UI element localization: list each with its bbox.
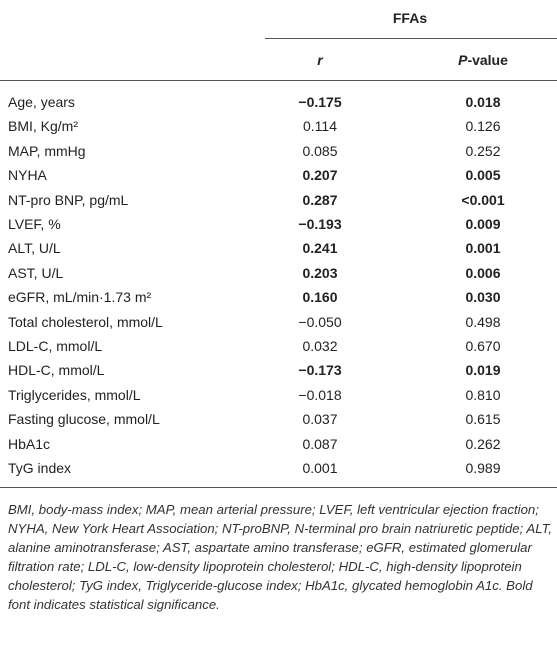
cell: −0.050 bbox=[298, 313, 342, 330]
row-label: TyG index bbox=[8, 460, 72, 476]
row-label: ALT, U/L bbox=[8, 240, 61, 257]
column-header-italic: r bbox=[317, 52, 323, 68]
row-label: Total cholesterol, mmol/L bbox=[8, 313, 163, 330]
cell: 0.241 bbox=[302, 240, 338, 257]
cell: 0.207 bbox=[302, 167, 338, 184]
column-header: P-value bbox=[413, 52, 553, 68]
cell: 0.018 bbox=[465, 94, 501, 110]
column-header-italic: P bbox=[458, 52, 468, 68]
cell: 0.032 bbox=[302, 338, 338, 354]
cell: 0.006 bbox=[465, 264, 501, 281]
cell: 0.001 bbox=[465, 240, 501, 257]
row-label: MAP, mmHg bbox=[8, 142, 86, 159]
cell: 0.615 bbox=[465, 411, 501, 428]
row-label: Fasting glucose, mmol/L bbox=[8, 411, 160, 428]
group-rule bbox=[265, 38, 557, 39]
bottom-rule bbox=[0, 487, 557, 488]
cell: 0.252 bbox=[465, 142, 501, 159]
cell: 0.989 bbox=[465, 460, 501, 476]
cell: 0.287 bbox=[302, 191, 338, 208]
cell: 0.001 bbox=[302, 460, 338, 476]
cell: 0.262 bbox=[465, 435, 501, 452]
footnote: BMI, body-mass index; MAP, mean arterial… bbox=[8, 502, 553, 612]
header-rule bbox=[0, 80, 557, 81]
row-label: BMI, Kg/m² bbox=[8, 118, 79, 135]
cell: 0.498 bbox=[465, 313, 501, 330]
column-header-text: -value bbox=[467, 52, 508, 68]
row-label: AST, U/L bbox=[8, 264, 64, 281]
row-label: NYHA bbox=[8, 167, 47, 184]
row-label: LVEF, % bbox=[8, 216, 61, 232]
cell: 0.670 bbox=[465, 338, 501, 354]
cell: 0.005 bbox=[465, 167, 501, 184]
cell: 0.019 bbox=[465, 362, 501, 379]
row-label: NT-pro BNP, pg/mL bbox=[8, 191, 129, 208]
row-label: Age, years bbox=[8, 94, 75, 110]
cell: 0.085 bbox=[302, 142, 338, 159]
cell: 0.126 bbox=[465, 118, 501, 135]
cell: 0.203 bbox=[302, 264, 338, 281]
cell: 0.009 bbox=[465, 216, 501, 232]
group-header: FFAs bbox=[392, 10, 428, 26]
cell: 0.030 bbox=[465, 289, 501, 306]
row-label: Triglycerides, mmol/L bbox=[8, 386, 141, 403]
row-label: LDL-C, mmol/L bbox=[8, 338, 103, 354]
cell: −0.175 bbox=[298, 94, 342, 110]
row-label: HbA1c bbox=[8, 435, 51, 452]
row-label: HDL-C, mmol/L bbox=[8, 362, 105, 379]
cell: −0.193 bbox=[298, 216, 342, 232]
cell: −0.173 bbox=[298, 362, 342, 379]
cell: 0.160 bbox=[302, 289, 338, 306]
cell: 0.114 bbox=[303, 118, 337, 135]
column-header: r bbox=[250, 52, 390, 68]
cell: −0.018 bbox=[298, 386, 342, 403]
cell: 0.810 bbox=[465, 386, 501, 403]
row-label: eGFR, mL/min·1.73 m² bbox=[8, 289, 152, 306]
cell: 0.087 bbox=[302, 435, 338, 452]
cell: <0.001 bbox=[461, 191, 505, 208]
cell: 0.037 bbox=[302, 411, 338, 428]
